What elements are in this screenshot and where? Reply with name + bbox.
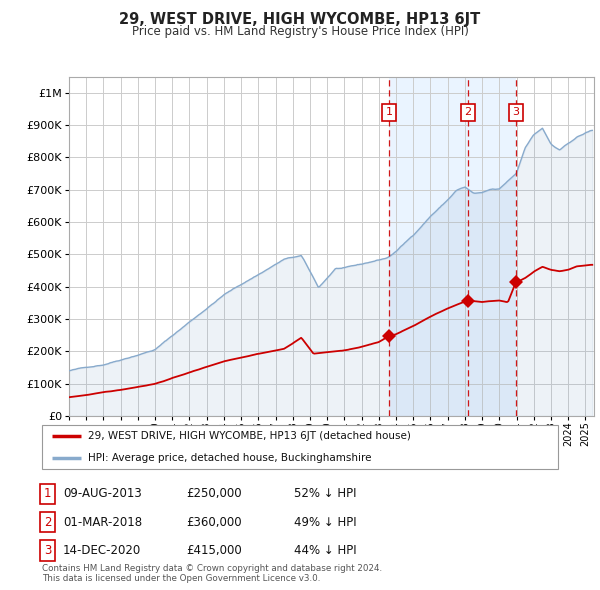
Text: 14-DEC-2020: 14-DEC-2020 <box>63 544 141 557</box>
Text: 49% ↓ HPI: 49% ↓ HPI <box>294 516 356 529</box>
Text: 29, WEST DRIVE, HIGH WYCOMBE, HP13 6JT (detached house): 29, WEST DRIVE, HIGH WYCOMBE, HP13 6JT (… <box>88 431 412 441</box>
FancyBboxPatch shape <box>40 540 55 560</box>
Text: 3: 3 <box>44 544 51 557</box>
Text: 2: 2 <box>44 516 51 529</box>
Bar <box>389 77 515 416</box>
FancyBboxPatch shape <box>40 484 55 504</box>
Text: Price paid vs. HM Land Registry's House Price Index (HPI): Price paid vs. HM Land Registry's House … <box>131 25 469 38</box>
Text: 44% ↓ HPI: 44% ↓ HPI <box>294 544 356 557</box>
Text: £250,000: £250,000 <box>186 487 242 500</box>
Text: £415,000: £415,000 <box>186 544 242 557</box>
Text: £360,000: £360,000 <box>186 516 242 529</box>
FancyBboxPatch shape <box>40 512 55 532</box>
Text: 1: 1 <box>386 107 392 117</box>
Text: Contains HM Land Registry data © Crown copyright and database right 2024.
This d: Contains HM Land Registry data © Crown c… <box>42 563 382 583</box>
Text: 09-AUG-2013: 09-AUG-2013 <box>63 487 142 500</box>
Text: 52% ↓ HPI: 52% ↓ HPI <box>294 487 356 500</box>
Text: 1: 1 <box>44 487 51 500</box>
FancyBboxPatch shape <box>42 425 558 469</box>
Text: HPI: Average price, detached house, Buckinghamshire: HPI: Average price, detached house, Buck… <box>88 453 372 463</box>
Text: 3: 3 <box>512 107 519 117</box>
Text: 01-MAR-2018: 01-MAR-2018 <box>63 516 142 529</box>
Text: 29, WEST DRIVE, HIGH WYCOMBE, HP13 6JT: 29, WEST DRIVE, HIGH WYCOMBE, HP13 6JT <box>119 12 481 27</box>
Text: 2: 2 <box>464 107 472 117</box>
